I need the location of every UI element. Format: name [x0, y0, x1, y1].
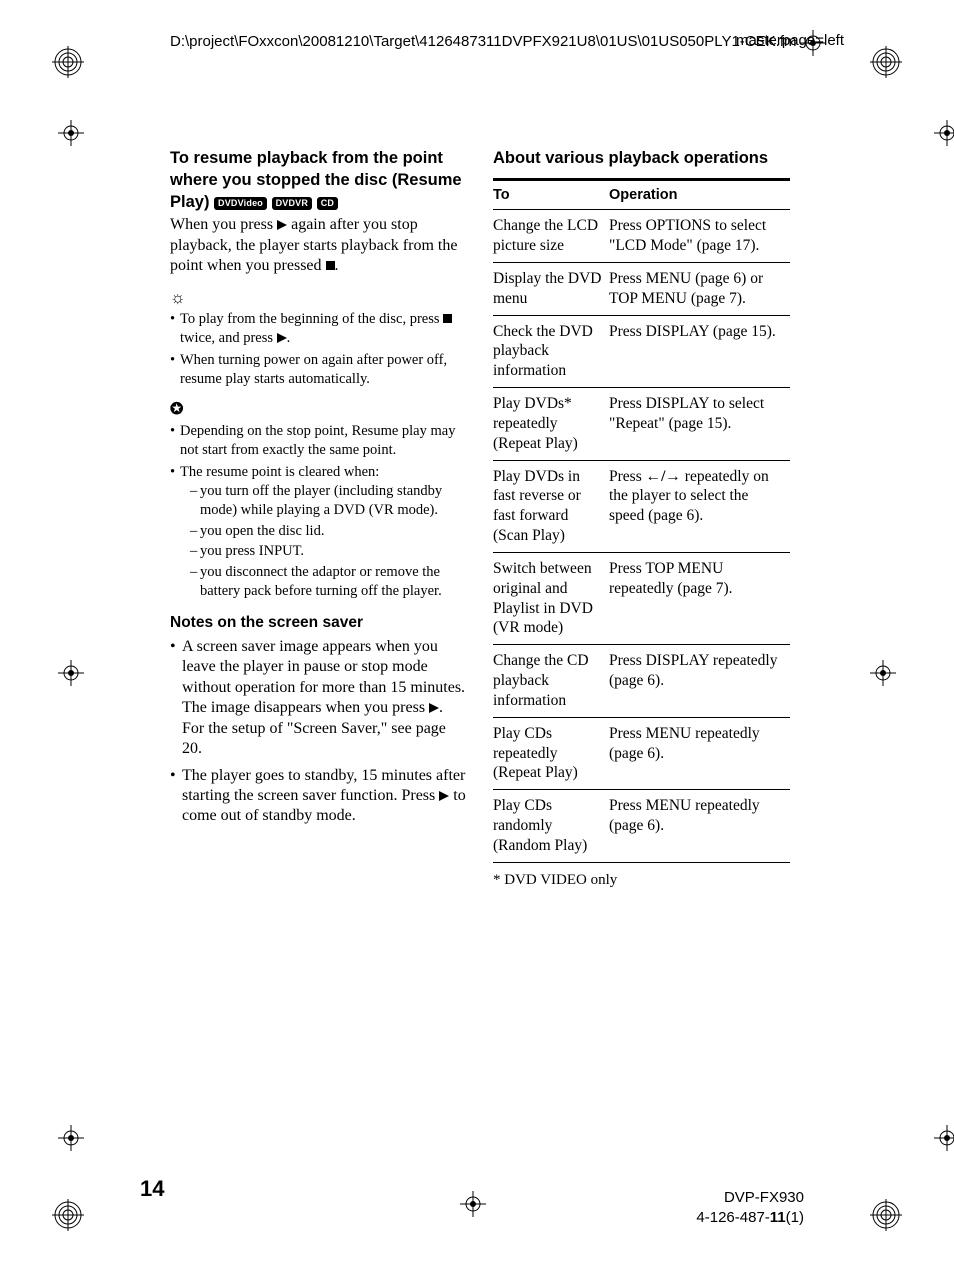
- crop-target: [58, 1125, 84, 1151]
- notes-list: Depending on the stop point, Resume play…: [170, 422, 467, 601]
- tip-icon: ☼: [170, 287, 186, 309]
- right-column: About various playback operations To Ope…: [493, 148, 790, 890]
- registration-mark: [52, 1199, 84, 1231]
- stop-icon: [326, 261, 335, 270]
- table-row: Play CDs repeatedly (Repeat Play)Press M…: [493, 717, 790, 789]
- table-row: Switch between original and Playlist in …: [493, 552, 790, 644]
- page-number: 14: [140, 1176, 164, 1202]
- screen-saver-title: Notes on the screen saver: [170, 613, 467, 633]
- operations-table: To Operation Change the LCD picture size…: [493, 178, 790, 863]
- table-row: Change the LCD picture sizePress OPTIONS…: [493, 210, 790, 263]
- screen-item: A screen saver image appears when you le…: [170, 637, 467, 760]
- table-row: Change the CD playback informationPress …: [493, 645, 790, 717]
- sub-note-item: you disconnect the adaptor or remove the…: [190, 563, 467, 601]
- table-row: Display the DVD menuPress MENU (page 6) …: [493, 262, 790, 315]
- footer-doc-info: DVP-FX930 4-126-487-11(1): [696, 1188, 804, 1227]
- registration-mark: [870, 1199, 902, 1231]
- tip-item: When turning power on again after power …: [170, 351, 467, 389]
- tips-list: To play from the beginning of the disc, …: [170, 310, 467, 388]
- screen-item: The player goes to standby, 15 minutes a…: [170, 766, 467, 827]
- crop-target: [58, 120, 84, 146]
- label-cd: CD: [317, 197, 338, 211]
- label-dvdvideo: DVDVideo: [214, 197, 267, 211]
- left-column: To resume playback from the point where …: [170, 148, 467, 890]
- registration-mark: [870, 46, 902, 78]
- master-page-label: masterpage=left: [736, 32, 844, 49]
- play-icon: [277, 220, 287, 230]
- playback-ops-title: About various playback operations: [493, 148, 790, 170]
- play-icon: [429, 703, 439, 713]
- col-operation: Operation: [609, 179, 790, 210]
- crop-target: [934, 120, 954, 146]
- table-row: Check the DVD playback informationPress …: [493, 315, 790, 387]
- sub-notes-list: you turn off the player (including stand…: [180, 482, 467, 601]
- registration-mark: [52, 46, 84, 78]
- crop-target: [58, 660, 84, 686]
- note-item: The resume point is cleared when: you tu…: [170, 463, 467, 601]
- tip-item: To play from the beginning of the disc, …: [170, 310, 467, 348]
- note-icon: ✪: [170, 400, 183, 420]
- sub-note-item: you open the disc lid.: [190, 522, 467, 541]
- resume-play-title: To resume playback from the point where …: [170, 148, 467, 213]
- note-item: Depending on the stop point, Resume play…: [170, 422, 467, 460]
- crop-target: [934, 1125, 954, 1151]
- stop-icon: [443, 314, 452, 323]
- table-footnote: * DVD VIDEO only: [493, 871, 790, 890]
- resume-play-body: When you press again after you stop play…: [170, 215, 467, 276]
- play-icon: [277, 333, 287, 343]
- label-dvdvr: DVDVR: [272, 197, 313, 211]
- arrow-icons: ←/→: [646, 468, 681, 485]
- sub-note-item: you turn off the player (including stand…: [190, 482, 467, 520]
- crop-target: [460, 1191, 486, 1217]
- play-icon: [439, 791, 449, 801]
- table-row: Play DVDs in fast reverse or fast forwar…: [493, 460, 790, 552]
- sub-note-item: you press INPUT.: [190, 542, 467, 561]
- table-row: Play DVDs* repeatedly (Repeat Play)Press…: [493, 388, 790, 460]
- crop-target: [870, 660, 896, 686]
- table-row: Play CDs randomly (Random Play)Press MEN…: [493, 790, 790, 862]
- col-to: To: [493, 179, 609, 210]
- screen-saver-list: A screen saver image appears when you le…: [170, 637, 467, 827]
